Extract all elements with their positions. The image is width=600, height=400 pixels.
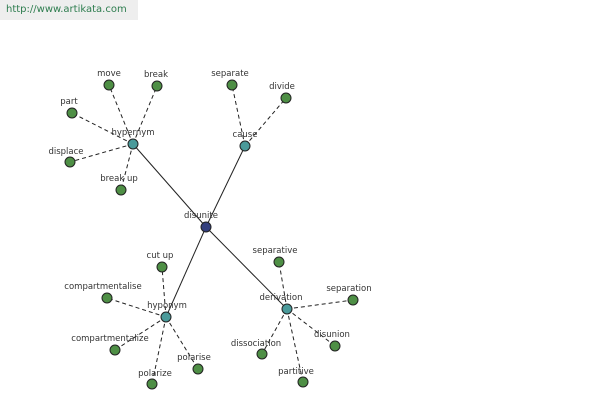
node-label: part: [60, 97, 78, 107]
node-label: cause: [233, 130, 258, 140]
node-label: separate: [211, 69, 249, 79]
word-edge: [161, 266, 167, 318]
relation-edge: [165, 226, 207, 318]
node-label: break: [144, 70, 168, 80]
hub-node[interactable]: [160, 311, 172, 323]
word-edge: [108, 84, 134, 145]
leaf-node[interactable]: [297, 376, 309, 388]
hub-node[interactable]: [281, 303, 293, 315]
leaf-node[interactable]: [226, 79, 238, 91]
leaf-node[interactable]: [156, 261, 168, 273]
node-label: hyponym: [147, 301, 187, 311]
word-edge: [244, 97, 287, 147]
word-edge: [71, 112, 134, 145]
leaf-node[interactable]: [280, 92, 292, 104]
node-label: break up: [100, 174, 138, 184]
word-edge: [286, 308, 304, 383]
node-label: separative: [253, 246, 298, 256]
relation-edge: [205, 145, 246, 228]
node-label: divide: [269, 82, 295, 92]
word-edge: [278, 261, 288, 310]
word-edge: [120, 143, 134, 191]
leaf-node[interactable]: [64, 156, 76, 168]
leaf-node[interactable]: [66, 107, 78, 119]
node-label: separation: [326, 284, 371, 294]
relation-edge: [205, 226, 288, 310]
word-edge: [106, 297, 167, 318]
word-edge: [165, 316, 199, 370]
leaf-node[interactable]: [192, 363, 204, 375]
word-edge: [261, 308, 288, 355]
leaf-node[interactable]: [347, 294, 359, 306]
word-edge: [69, 143, 134, 163]
leaf-node[interactable]: [273, 256, 285, 268]
node-label: partitive: [278, 367, 314, 377]
relation-edge: [132, 143, 207, 228]
node-label: compartmentalise: [64, 282, 141, 292]
node-label: polarize: [138, 369, 172, 379]
hub-node[interactable]: [127, 138, 139, 150]
node-label: dissociation: [231, 339, 281, 349]
leaf-node[interactable]: [109, 344, 121, 356]
node-label: polarise: [177, 353, 211, 363]
node-label: derivation: [259, 293, 302, 303]
leaf-node[interactable]: [115, 184, 127, 196]
word-edge: [114, 316, 167, 351]
node-label: displace: [48, 147, 83, 157]
leaf-node[interactable]: [146, 378, 158, 390]
leaf-node[interactable]: [103, 79, 115, 91]
node-label: compartmentalize: [71, 334, 148, 344]
leaf-node[interactable]: [329, 340, 341, 352]
word-edge: [286, 308, 336, 347]
leaf-node[interactable]: [151, 80, 163, 92]
node-label: hypernym: [111, 128, 154, 138]
node-label: disunite: [184, 211, 218, 221]
node-label: move: [97, 69, 121, 79]
node-label: cut up: [147, 251, 174, 261]
center-node[interactable]: [200, 221, 212, 233]
hub-node[interactable]: [239, 140, 251, 152]
word-edge: [151, 316, 167, 385]
node-label: disunion: [314, 330, 350, 340]
word-edge: [231, 84, 246, 147]
word-edge: [132, 85, 158, 145]
url[interactable]: http://www.artikata.com: [6, 4, 127, 15]
leaf-node[interactable]: [256, 348, 268, 360]
leaf-node[interactable]: [101, 292, 113, 304]
url-bar: http://www.artikata.com: [0, 0, 138, 20]
